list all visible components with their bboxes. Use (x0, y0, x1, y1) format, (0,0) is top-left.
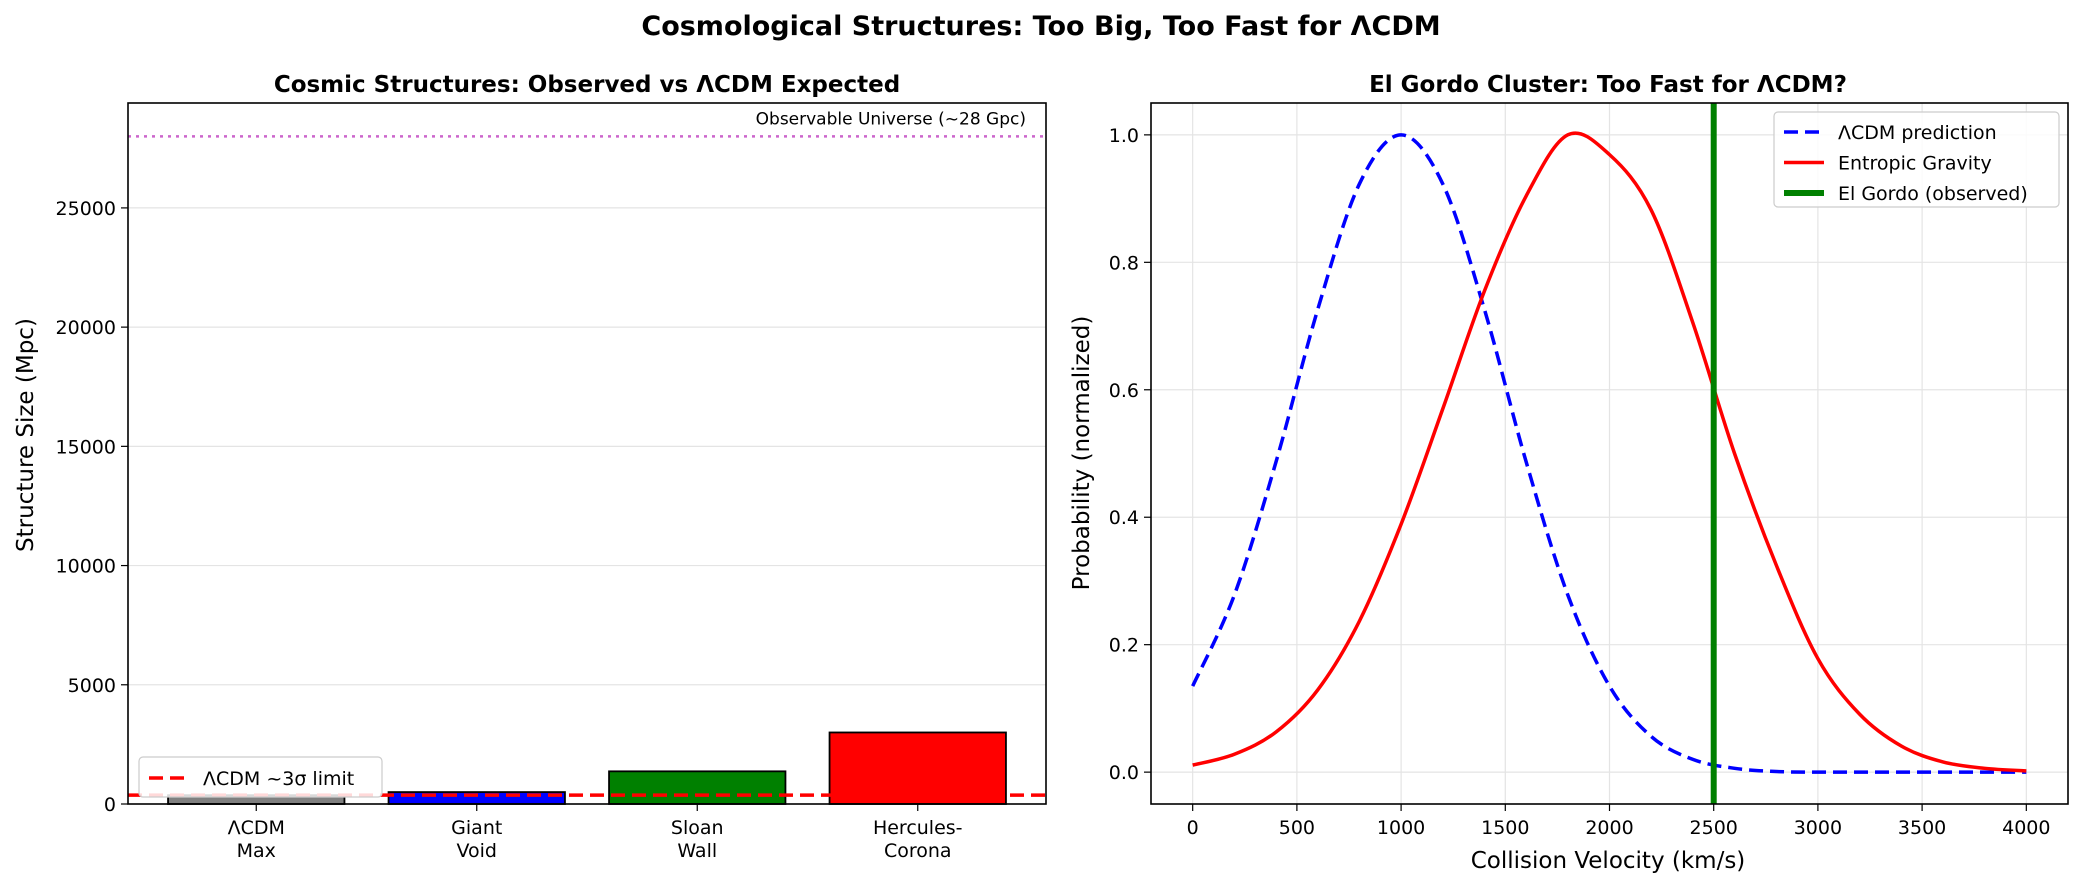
figure-title: Cosmological Structures: Too Big, Too Fa… (641, 11, 1440, 42)
right-chart-x-tick-label: 4000 (2002, 817, 2050, 839)
left-chart-x-tick-label: Wall (677, 840, 717, 862)
right-chart-x-tick-label: 0 (1187, 817, 1199, 839)
right-chart-x-tick-label: 3500 (1898, 817, 1946, 839)
right-chart-x-tick-label: 1500 (1481, 817, 1529, 839)
bar-3 (828, 731, 1007, 805)
left-chart-legend: ΛCDM ~3σ limit (138, 756, 383, 798)
right-chart-gridlines (1151, 103, 2068, 804)
left-chart-x-tick-label: Hercules- (873, 817, 963, 839)
legend-label: ΛCDM prediction (1838, 122, 1997, 144)
left-chart-x-tick-label: Sloan (671, 817, 724, 839)
right-chart-x-tick-label: 1000 (1377, 817, 1425, 839)
left-chart-reference-lines: Observable Universe (~28 Gpc) (128, 109, 1046, 138)
right-chart-y-tick-label: 0.6 (1109, 380, 1139, 402)
right-chart-series (1191, 103, 2027, 804)
left-chart-title: Cosmic Structures: Observed vs ΛCDM Expe… (274, 72, 900, 98)
right-chart-y-tick-label: 0.0 (1109, 762, 1139, 784)
legend-box (138, 756, 383, 798)
right-chart-title: El Gordo Cluster: Too Fast for ΛCDM? (1369, 72, 1847, 98)
left-chart-bars (128, 731, 1046, 805)
left-chart-x-tick-label: ΛCDM (228, 817, 285, 839)
left-chart-frame (127, 102, 1047, 805)
right-chart-legend: ΛCDM prediction Entropic Gravity El Gordo … (1773, 111, 2060, 208)
left-chart-y-tick-label: 5000 (68, 675, 116, 697)
reference-line-label: Observable Universe (~28 Gpc) (756, 109, 1026, 129)
right-chart-x-tick-label: 3000 (1794, 817, 1842, 839)
left-chart: Cosmic Structures: Observed vs ΛCDM Expe… (13, 72, 1047, 862)
left-chart-y-tick-label: 0 (104, 794, 116, 816)
bar-2 (608, 770, 787, 805)
series-line-0 (1191, 133, 2027, 774)
left-chart-y-tick-label: 20000 (56, 317, 116, 339)
series-line-1 (1192, 131, 2027, 773)
right-chart-y-tick-label: 0.2 (1109, 635, 1139, 657)
right-chart-ticks: 0 500 1000 1500 2000 2500 3000 3500 4000 0.0 0.2 0.… (1109, 125, 2051, 839)
left-chart-y-tick-label: 15000 (56, 436, 116, 458)
right-chart-y-tick-label: 0.8 (1109, 252, 1139, 274)
legend-box (1773, 111, 2060, 208)
right-chart-x-tick-label: 2500 (1690, 817, 1738, 839)
right-chart-x-tick-label: 500 (1279, 817, 1315, 839)
legend-label: ΛCDM ~3σ limit (203, 768, 354, 790)
legend-label: El Gordo (observed) (1838, 183, 2028, 205)
left-chart-x-tick-label: Void (457, 840, 498, 862)
left-chart-y-tick-label: 25000 (56, 198, 116, 220)
left-chart-gridlines (128, 207, 1046, 805)
left-chart-x-tick-label: Max (237, 840, 276, 862)
right-chart-frame (1150, 102, 2069, 805)
legend-label: Entropic Gravity (1838, 153, 1992, 175)
right-chart-y-axis-label: Probability (normalized) (1069, 316, 1095, 591)
right-chart-x-tick-label: 2000 (1585, 817, 1633, 839)
right-chart-y-tick-label: 0.4 (1109, 507, 1139, 529)
left-chart-x-tick-label: Corona (884, 840, 952, 862)
right-chart-y-tick-label: 1.0 (1109, 125, 1139, 147)
left-chart-x-tick-label: Giant (451, 817, 502, 839)
right-chart-x-axis-label: Collision Velocity (km/s) (1471, 848, 1746, 874)
left-chart-y-axis-label: Structure Size (Mpc) (13, 318, 39, 552)
left-chart-y-tick-label: 10000 (56, 556, 116, 578)
right-chart: El Gordo Cluster: Too Fast for ΛCDM? Col… (1069, 72, 2069, 874)
